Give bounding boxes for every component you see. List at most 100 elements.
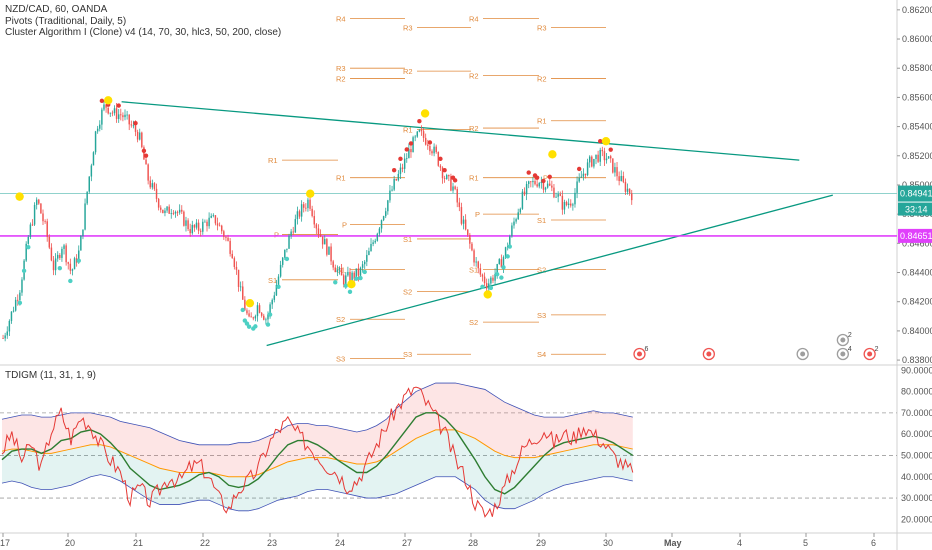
candle-body — [292, 231, 294, 233]
candle-body — [485, 283, 488, 289]
sell-signal-dot — [598, 138, 603, 144]
candle-body — [565, 202, 568, 205]
pivot-label: S2 — [336, 315, 345, 324]
candle-body — [488, 283, 490, 289]
candle-body — [372, 242, 374, 244]
candle-body — [378, 228, 381, 234]
candle-body — [214, 215, 217, 224]
candle-body — [197, 222, 200, 231]
oscillator-title[interactable]: TDIGM (11, 31, 1, 9) — [5, 370, 96, 381]
pivots-indicator-label[interactable]: Pivots (Traditional, Daily, 5) — [5, 16, 127, 27]
candle-body — [84, 203, 86, 230]
time-tick-label: 24 — [335, 538, 345, 548]
candle-body — [471, 243, 473, 251]
buy-signal-dot — [265, 322, 271, 327]
band-mid-line — [1, 429, 633, 478]
candle-body — [138, 132, 141, 140]
event-count-label: 2 — [875, 346, 879, 353]
cluster-indicator-label[interactable]: Cluster Algorithm I (Clone) v4 (14, 70, … — [5, 27, 282, 38]
pivot-label: S2 — [537, 266, 546, 275]
candle-body — [408, 149, 410, 159]
candle-body — [380, 220, 383, 229]
candle-body — [302, 204, 305, 208]
candle-body — [584, 173, 587, 176]
pivot-label: R1 — [537, 117, 547, 126]
candle-body — [454, 186, 456, 190]
buy-signal-dot — [488, 285, 494, 291]
trendline — [121, 101, 800, 161]
sell-signal-dot — [438, 156, 443, 162]
candle-body — [628, 188, 631, 194]
candle-body — [483, 276, 486, 284]
sell-signal-dot — [141, 148, 147, 154]
pivot-label: S3 — [403, 350, 412, 359]
symbol-title[interactable]: NZD/CAD, 60, OANDA — [5, 4, 108, 15]
candle-body — [50, 247, 53, 261]
time-axis[interactable]: 17 20 21 22 23 24 27 28 29 30 May 4 5 6 — [0, 533, 876, 548]
candle-body — [44, 221, 46, 223]
time-tick-label: 22 — [200, 538, 210, 548]
sell-signal-dot — [404, 147, 409, 152]
candle-body — [395, 178, 397, 181]
cluster-markers — [15, 96, 613, 331]
candle-body — [284, 249, 286, 258]
countdown-label: 33:14 — [905, 205, 928, 215]
pivot-label: P — [475, 210, 480, 219]
candle-body — [250, 316, 252, 318]
candle-body — [361, 264, 364, 268]
price-tick-label: 0.85200 — [902, 151, 932, 161]
candle-body — [151, 183, 154, 188]
candle-body — [563, 202, 566, 210]
candle-body — [530, 181, 532, 183]
candle-body — [597, 154, 599, 162]
candle-body — [124, 114, 126, 118]
candle-body — [176, 211, 179, 213]
sell-signal-dot — [534, 175, 540, 180]
sell-signal-dot — [541, 178, 546, 184]
candle-body — [368, 251, 370, 255]
sell-signal-dot — [143, 153, 149, 158]
candle-body — [298, 211, 301, 217]
candle-body — [80, 235, 82, 251]
candle-body — [525, 184, 528, 195]
candle-body — [578, 177, 580, 182]
candle-body — [162, 209, 164, 214]
candle-body — [515, 219, 517, 222]
candle-body — [618, 176, 620, 182]
buy-signal-dot — [362, 269, 367, 275]
pivot-label: P — [543, 174, 548, 183]
candle-body — [6, 331, 8, 336]
pivot-label: R1 — [469, 174, 479, 183]
candle-body — [2, 338, 4, 339]
price-tick-label: 0.86000 — [902, 34, 932, 44]
candle-body — [385, 211, 387, 217]
candle-body — [355, 268, 358, 279]
price-axis[interactable]: 0.86200 0.86000 0.85800 0.85600 0.85400 0.852… — [897, 5, 932, 365]
buy-signal-dot — [57, 265, 63, 271]
candle-body — [248, 313, 250, 317]
candle-body — [616, 167, 618, 177]
candle-body — [170, 213, 173, 215]
candle-body — [210, 215, 212, 218]
candle-body — [481, 274, 484, 277]
candle-body — [237, 269, 240, 287]
cluster-extreme-dot — [306, 189, 315, 198]
time-tick-label: 20 — [65, 538, 75, 548]
time-tick-label: 23 — [267, 538, 277, 548]
candle-body — [431, 151, 433, 154]
candle-body — [275, 284, 278, 296]
pivot-label: R4 — [336, 15, 346, 24]
countdown-tag — [898, 202, 932, 216]
pivot-label: S1 — [537, 216, 546, 225]
candle-body — [317, 228, 320, 235]
candle-body — [509, 236, 511, 247]
candle-body — [267, 314, 269, 320]
candle-body — [527, 181, 530, 185]
candle-body — [305, 207, 307, 209]
candle-body — [120, 114, 122, 116]
